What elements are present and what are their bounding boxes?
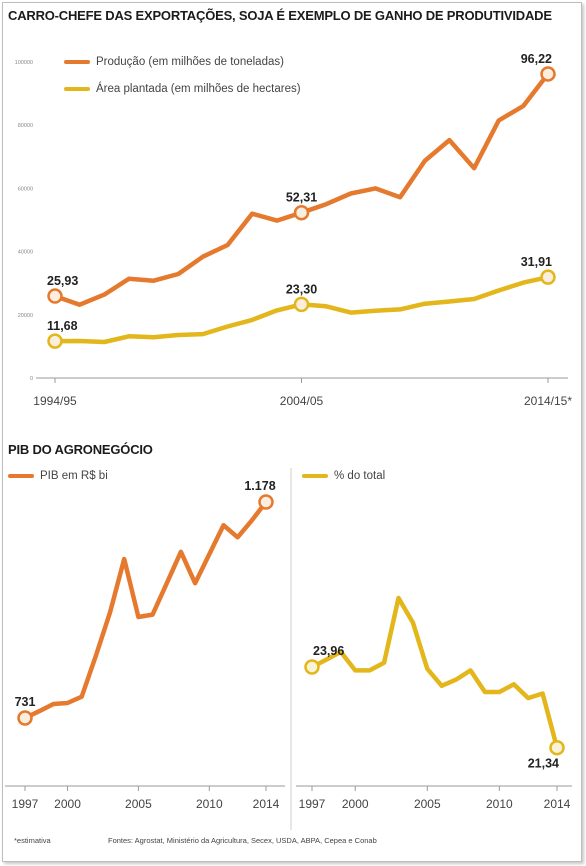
legend-swatch-pib — [8, 474, 34, 478]
data-label: 23,30 — [286, 282, 317, 296]
x-tick-label-pib: 2014 — [253, 797, 280, 811]
data-label: 21,34 — [528, 757, 559, 771]
data-point-marker — [293, 296, 310, 313]
legend-item-pib: PIB em R$ bi — [8, 470, 108, 482]
footnote-sources: Fontes: Agrostat, Ministério da Agricult… — [108, 836, 377, 845]
data-point-marker — [540, 66, 556, 82]
data-label: 52,31 — [286, 191, 317, 205]
data-label: 1.178 — [244, 479, 275, 493]
x-tick-label-pib: 2010 — [196, 797, 223, 811]
data-label: 31,91 — [521, 255, 552, 269]
data-point-marker — [540, 269, 556, 285]
series-line-pct — [309, 595, 560, 750]
series-line-production — [52, 71, 551, 307]
chart-title-pib: PIB DO AGRONEGÓCIO — [8, 442, 153, 457]
chart-title-soy: CARRO-CHEFE DAS EXPORTAÇÕES, SOJA É EXEM… — [8, 8, 552, 23]
x-tick-label-pct: 1997 — [299, 797, 326, 811]
legend-item-production: Produção (em milhões de toneladas) — [64, 56, 284, 68]
legend-label-production: Produção (em milhões de toneladas) — [96, 56, 284, 68]
data-point-marker — [304, 659, 320, 675]
data-point-marker — [47, 288, 63, 304]
x-tick-label-pct: 2005 — [414, 797, 441, 811]
x-tick-label-soy: 2014/15* — [524, 394, 572, 408]
x-tick-label-pib: 2000 — [54, 797, 81, 811]
footnote-estimate: *estimativa — [14, 836, 51, 845]
y-tick-label-soy: 40000 — [18, 250, 33, 256]
legend-label-area: Área plantada (em milhões de hectares) — [96, 83, 301, 95]
x-tick-label-pib: 2005 — [125, 797, 152, 811]
y-tick-label-soy: 20000 — [18, 313, 33, 319]
x-tick-label-pct: 2014 — [544, 797, 571, 811]
series-line-pib — [22, 499, 269, 721]
data-label: 731 — [15, 695, 36, 709]
legend-swatch-production — [64, 60, 90, 64]
y-tick-label-soy: 0 — [30, 376, 33, 382]
y-tick-label-soy: 100000 — [15, 60, 33, 66]
legend-label-pib: PIB em R$ bi — [40, 470, 108, 482]
x-tick-label-soy: 1994/95 — [33, 394, 77, 408]
data-label: 96,22 — [521, 52, 552, 66]
legend-item-pct: % do total — [302, 470, 385, 482]
y-tick-label-soy: 60000 — [18, 186, 33, 192]
x-tick-label-pct: 2000 — [342, 797, 369, 811]
x-tick-label-pct: 2010 — [486, 797, 513, 811]
data-point-marker — [17, 710, 33, 726]
data-point-marker — [47, 333, 63, 349]
legend-label-pct: % do total — [334, 470, 386, 482]
data-point-marker — [258, 494, 274, 510]
legend-item-area: Área plantada (em milhões de hectares) — [64, 83, 301, 95]
data-point-marker — [549, 739, 565, 756]
x-tick-label-soy: 2004/05 — [280, 394, 324, 408]
data-label: 23,96 — [313, 644, 344, 658]
legend-swatch-area — [64, 87, 90, 91]
x-tick-label-pib: 1997 — [12, 797, 39, 811]
y-tick-label-soy: 80000 — [18, 123, 33, 129]
data-label: 25,93 — [47, 274, 78, 288]
data-label: 11,68 — [47, 319, 78, 333]
legend-swatch-pct — [302, 474, 328, 478]
data-point-marker — [293, 204, 310, 221]
